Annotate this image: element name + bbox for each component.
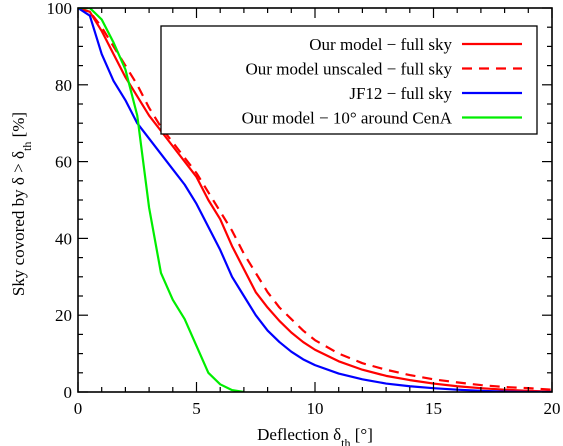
x-tick-label: 15 (425, 399, 442, 418)
x-axis-title-sub: th (341, 436, 350, 446)
y-axis-title-part: Sky covored by δ > δ (9, 151, 28, 296)
legend-label-4: Our model − 10° around CenA (242, 109, 453, 128)
x-tick-label: 5 (192, 399, 201, 418)
legend: Our model − full sky Our model unscaled −… (160, 25, 538, 135)
y-tick-label: 80 (55, 76, 72, 95)
y-tick-label: 100 (47, 0, 73, 18)
y-axis-title-part: [%] (9, 112, 28, 142)
y-axis-title-part: th (20, 142, 34, 151)
x-tick-label: 20 (544, 399, 561, 418)
x-axis-title-unit: [°] (350, 425, 372, 444)
legend-label-1: Our model − full sky (309, 35, 452, 54)
legend-label-2: Our model unscaled − full sky (246, 60, 453, 79)
y-tick-label: 20 (55, 306, 72, 325)
y-tick-label: 40 (55, 229, 72, 248)
y-tick-label: 60 (55, 153, 72, 172)
y-axis-title: Sky covored by δ > δth [%] (9, 112, 34, 296)
y-tick-label: 0 (64, 383, 73, 402)
x-axis-title: Deflection δth [°] (257, 425, 373, 446)
x-tick-label: 0 (74, 399, 83, 418)
series-line-4 (78, 8, 245, 392)
x-tick-label: 10 (307, 399, 324, 418)
x-axis-title-main: Deflection δ (257, 425, 341, 444)
legend-label-3: JF12 − full sky (349, 84, 452, 103)
